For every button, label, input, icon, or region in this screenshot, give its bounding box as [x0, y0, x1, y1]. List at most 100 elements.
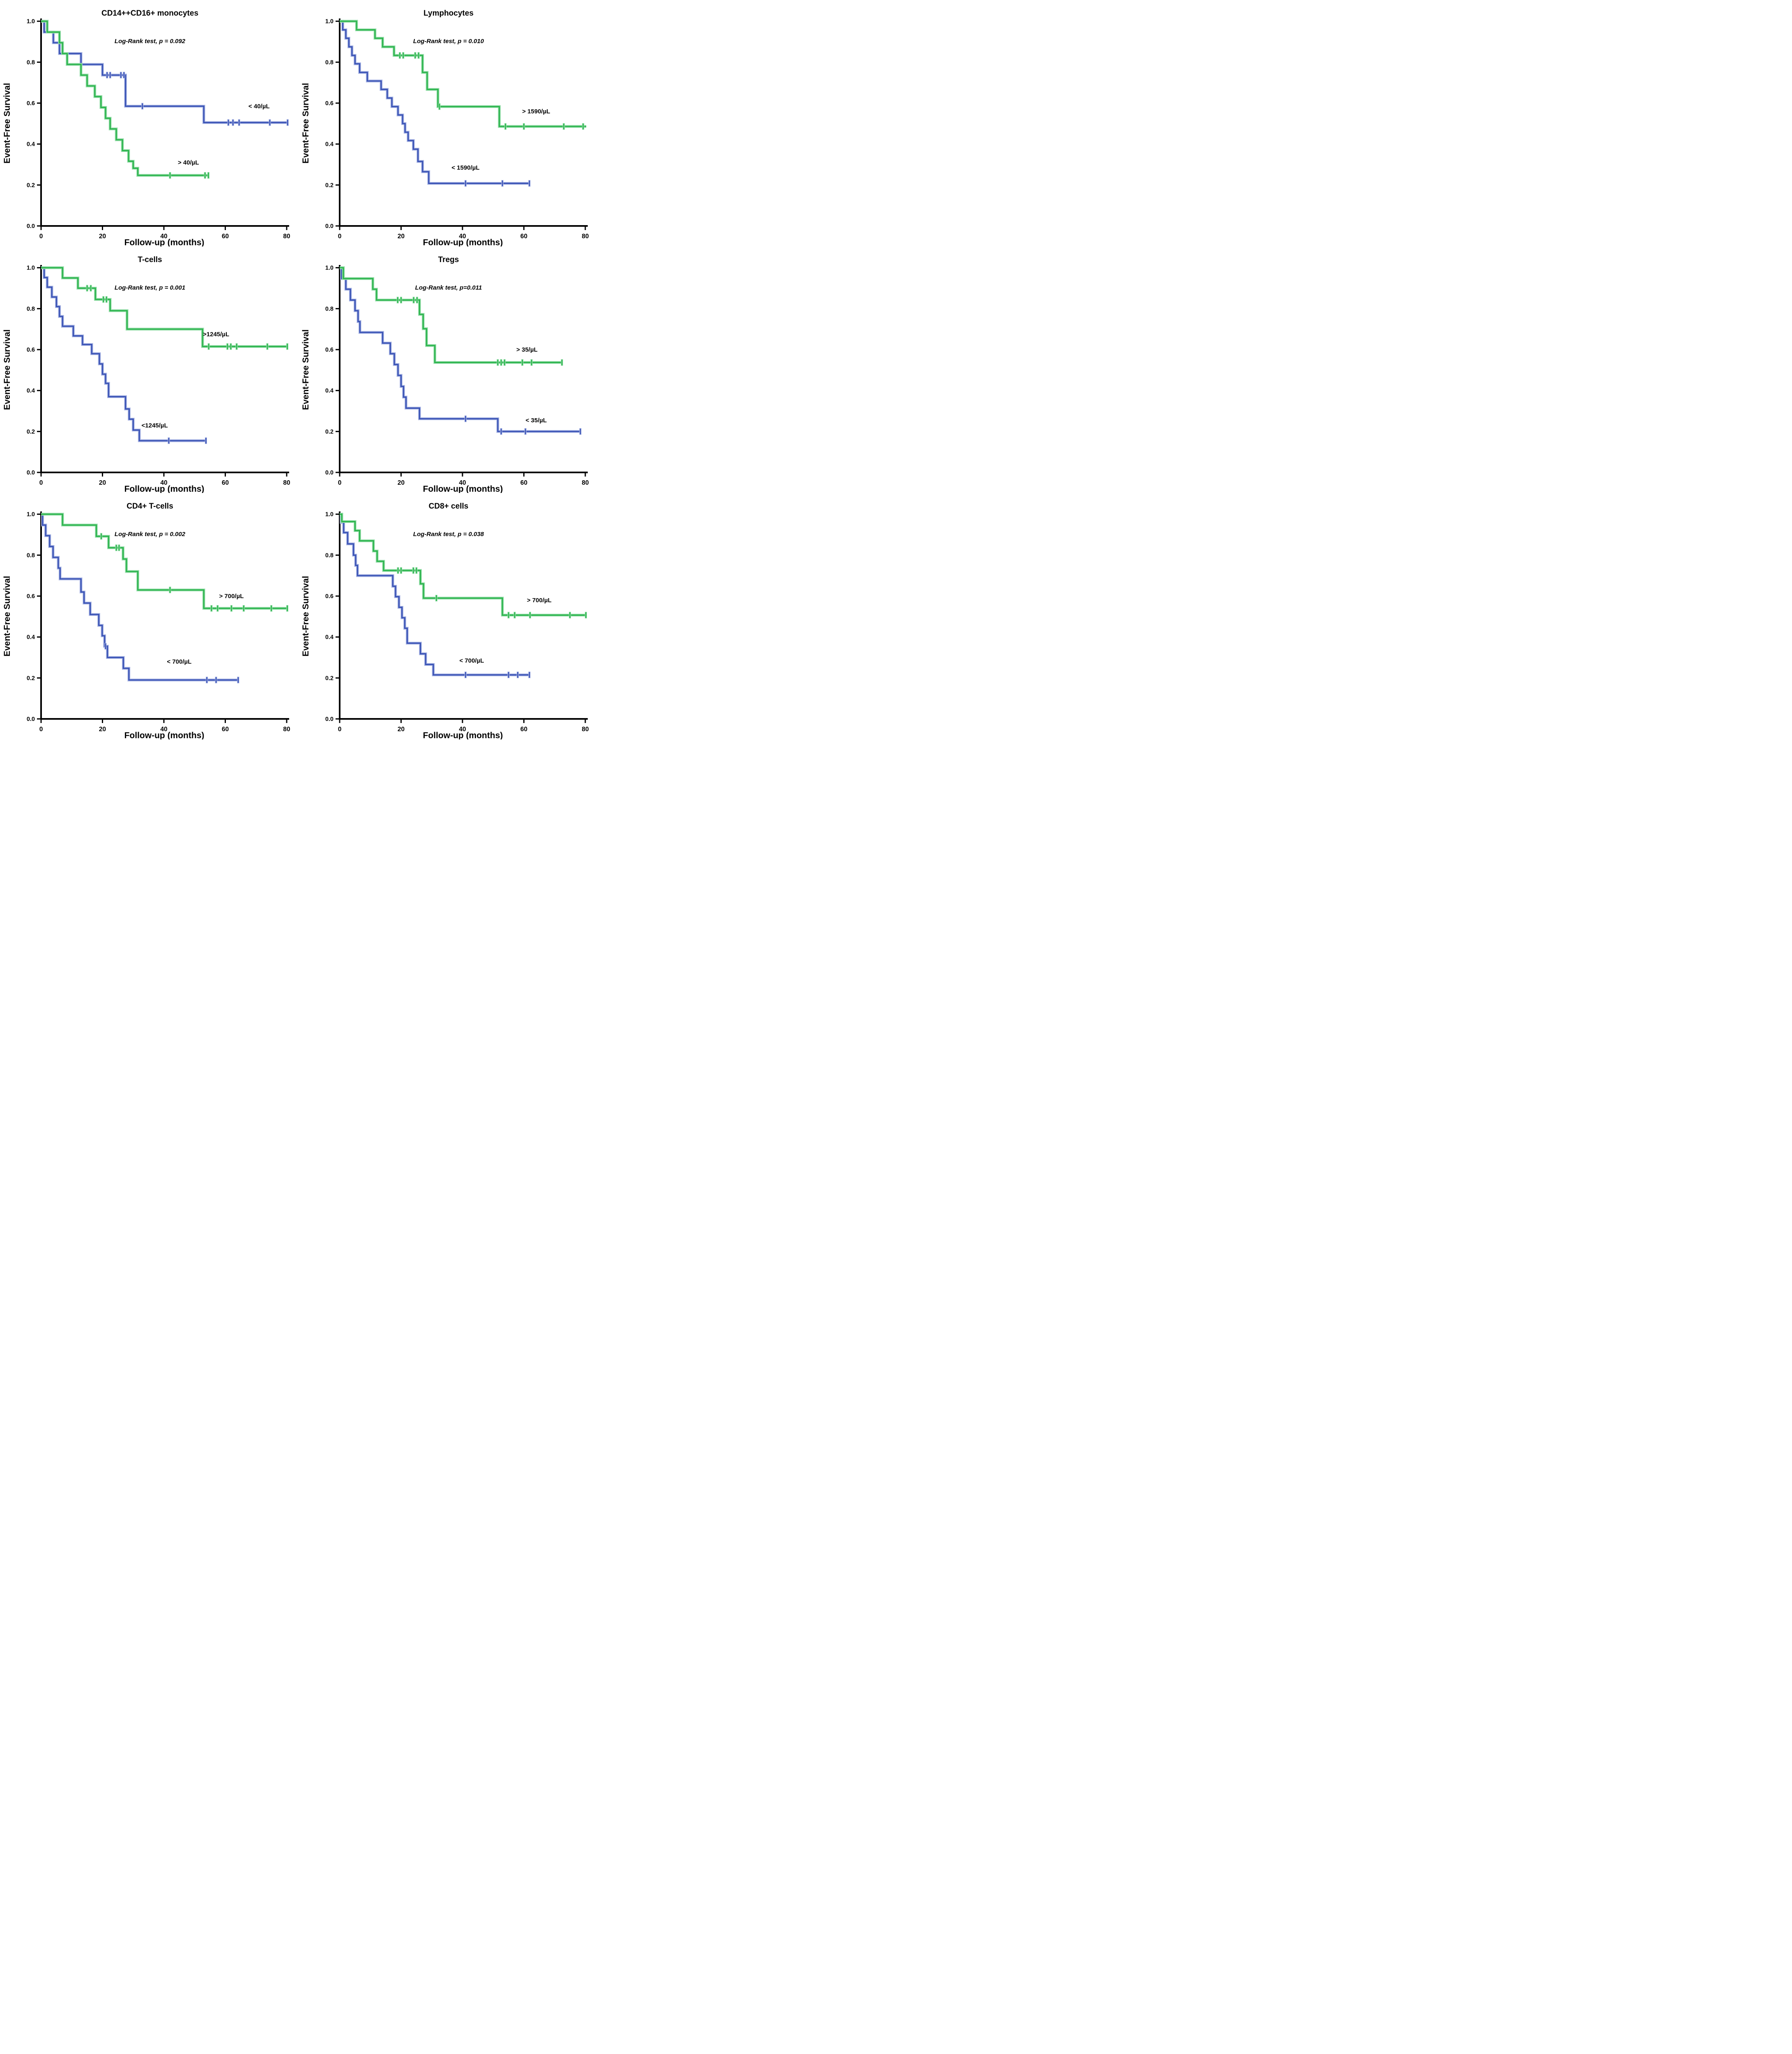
panel-pvalue: Log-Rank test, p = 0.001	[115, 284, 185, 291]
x-axis-title: Follow-up (months)	[124, 238, 205, 246]
x-tick-label: 40	[160, 479, 167, 486]
y-tick-label: 0.2	[325, 675, 334, 682]
y-axis-title: Event-Free Survival	[301, 576, 311, 656]
x-tick-label: 40	[160, 726, 167, 733]
series-label-green: > 700/µL	[527, 597, 552, 604]
series-label-blue: < 35/µL	[526, 417, 547, 424]
x-tick-label: 40	[459, 479, 466, 486]
series-label-green: >1245/µL	[203, 331, 229, 338]
x-tick-label: 0	[338, 726, 342, 733]
panel-title: Lymphocytes	[423, 9, 474, 18]
x-tick-label: 20	[99, 726, 106, 733]
km-panel-cd8-cells: 1.0 0.8 0.6 0.4 0.2 0.0 0 20 40 60 80 CD8+ cells Log…	[299, 493, 597, 739]
y-axis-title: Event-Free Survival	[301, 83, 311, 163]
y-tick-label: 1.0	[27, 18, 35, 25]
x-tick-label: 0	[338, 479, 342, 486]
panel-title: T-cells	[138, 256, 162, 264]
series-label-blue: <1245/µL	[142, 422, 168, 429]
km-curve-blue	[41, 267, 207, 442]
km-curve-halo-blue	[340, 20, 530, 185]
km-panel-cd4-t-cells: 1.0 0.8 0.6 0.4 0.2 0.0 0 20 40 60 80 CD4+ T-cells L…	[0, 493, 299, 739]
y-tick-label: 0.4	[325, 141, 334, 148]
y-tick-label: 0.2	[27, 675, 35, 682]
panel-title: CD14++CD16+ monocytes	[101, 9, 198, 18]
x-tick-label: 40	[459, 726, 466, 733]
y-tick-label: 0.4	[325, 634, 334, 641]
panel-pvalue: Log-Rank test, p = 0.038	[413, 531, 484, 538]
km-curve-halo-blue	[41, 266, 207, 442]
x-tick-label: 80	[582, 233, 589, 240]
y-axis-title: Event-Free Survival	[301, 329, 311, 410]
x-tick-label: 20	[398, 233, 405, 240]
x-axis-title: Follow-up (months)	[124, 731, 205, 739]
y-tick-label: 0.8	[325, 552, 334, 559]
y-tick-label: 1.0	[27, 265, 35, 272]
y-tick-label: 0.0	[27, 716, 35, 723]
panel-pvalue: Log-Rank test, p = 0.010	[413, 38, 484, 45]
series-label-blue: < 1590/µL	[451, 164, 479, 171]
y-tick-label: 0.6	[325, 100, 334, 107]
y-tick-label: 1.0	[325, 265, 334, 272]
series-label-green: > 700/µL	[219, 593, 244, 600]
km-curve-halo-blue	[41, 513, 239, 682]
km-panel-lymphocytes: 1.0 0.8 0.6 0.4 0.2 0.0 0 20 40 60 80 Lymphocytes Lo…	[299, 0, 597, 246]
y-tick-label: 0.2	[325, 182, 334, 189]
series-label-blue: < 700/µL	[459, 657, 484, 664]
y-tick-label: 0.2	[27, 428, 35, 435]
y-tick-label: 0.0	[27, 470, 35, 476]
y-tick-label: 1.0	[325, 18, 334, 25]
panel-pvalue: Log-Rank test, p = 0.092	[115, 38, 186, 45]
x-tick-label: 20	[99, 479, 106, 486]
y-tick-label: 0.6	[325, 593, 334, 600]
km-curve-blue	[340, 21, 530, 184]
km-curve-green	[340, 267, 562, 363]
panel-title: CD8+ cells	[429, 502, 469, 511]
km-figure-grid: 1.0 0.8 0.6 0.4 0.2 0.0 0 20 40 60 80 CD14++CD16+ m…	[0, 0, 597, 739]
y-tick-label: 0.0	[325, 470, 334, 476]
y-axis-title: Event-Free Survival	[2, 329, 12, 410]
y-tick-label: 0.6	[27, 347, 35, 353]
y-tick-label: 0.8	[325, 59, 334, 66]
x-tick-label: 0	[39, 233, 43, 240]
panel-pvalue: Log-Rank test, p=0.011	[415, 284, 482, 291]
km-curve-blue	[340, 267, 581, 432]
x-tick-label: 60	[520, 726, 527, 733]
km-plot-cd8-cells: 1.0 0.8 0.6 0.4 0.2 0.0 0 20 40 60 80 CD8+ cells Log…	[301, 502, 589, 739]
km-panel-cd14-cd16-monocytes: 1.0 0.8 0.6 0.4 0.2 0.0 0 20 40 60 80 CD14++CD16+ m…	[0, 0, 299, 246]
x-tick-label: 80	[283, 726, 290, 733]
km-curve-blue	[340, 514, 530, 676]
x-axis-title: Follow-up (months)	[124, 484, 205, 493]
km-plot-cd14-cd16-monocytes: 1.0 0.8 0.6 0.4 0.2 0.0 0 20 40 60 80 CD14++CD16+ m…	[2, 9, 290, 246]
y-axis-title: Event-Free Survival	[2, 83, 12, 163]
x-tick-label: 80	[283, 233, 290, 240]
x-axis-title: Follow-up (months)	[423, 484, 503, 493]
y-tick-label: 0.0	[325, 223, 334, 230]
y-tick-label: 0.6	[27, 593, 35, 600]
x-tick-label: 60	[520, 479, 527, 486]
km-plot-cd4-t-cells: 1.0 0.8 0.6 0.4 0.2 0.0 0 20 40 60 80 CD4+ T-cells L…	[2, 502, 290, 739]
x-tick-label: 0	[39, 726, 43, 733]
x-tick-label: 20	[398, 726, 405, 733]
series-label-blue: < 40/µL	[248, 103, 270, 110]
km-curve-halo-green	[41, 513, 288, 610]
y-tick-label: 0.4	[325, 388, 334, 394]
x-tick-label: 80	[582, 726, 589, 733]
y-tick-label: 0.4	[27, 141, 35, 148]
series-label-green: > 1590/µL	[522, 108, 550, 115]
x-axis-title: Follow-up (months)	[423, 238, 503, 246]
km-curve-green	[340, 514, 587, 616]
y-tick-label: 0.8	[325, 306, 334, 312]
series-label-green: > 35/µL	[516, 346, 538, 353]
y-tick-label: 0.6	[27, 100, 35, 107]
x-tick-label: 0	[338, 233, 342, 240]
series-label-blue: < 700/µL	[167, 658, 191, 665]
x-tick-label: 40	[459, 233, 466, 240]
panel-title: Tregs	[438, 256, 459, 264]
x-tick-label: 60	[222, 233, 229, 240]
km-panel-t-cells: 1.0 0.8 0.6 0.4 0.2 0.0 0 20 40 60 80 T-cells Log-Ra…	[0, 246, 299, 493]
x-tick-label: 20	[398, 479, 405, 486]
x-tick-label: 60	[520, 233, 527, 240]
x-tick-label: 60	[222, 479, 229, 486]
km-curve-green	[340, 21, 587, 127]
y-tick-label: 0.4	[27, 388, 35, 394]
